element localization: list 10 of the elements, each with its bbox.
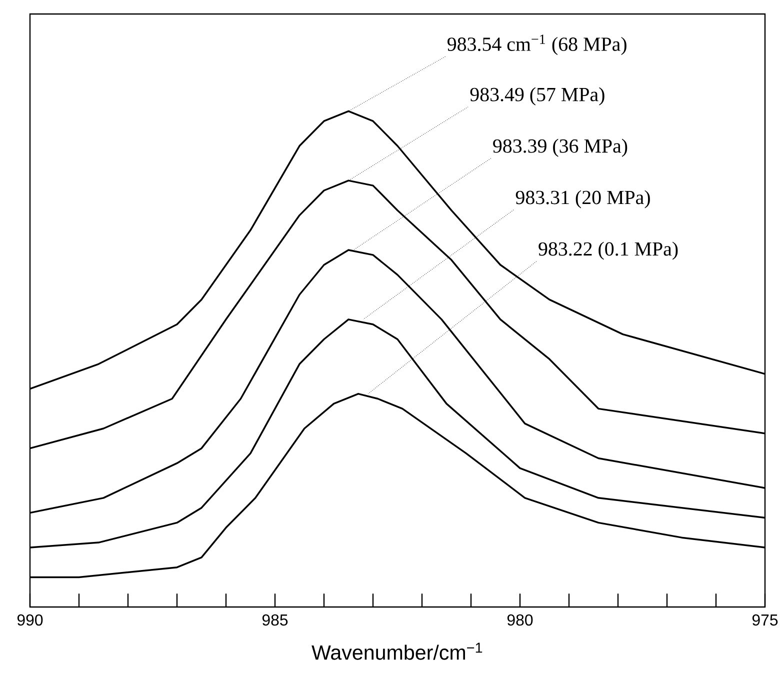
x-axis-title: Wavenumber/cm$^{−1}$ [312, 642, 482, 660]
x-tick-label: 980 [507, 614, 533, 626]
annotation: 983.31 (20 MPa) [516, 190, 650, 208]
x-tick-label: 990 [17, 614, 43, 626]
annotation: 983.39 (36 MPa) [493, 138, 628, 157]
annotation: 983.49 (57 MPa) [470, 87, 604, 106]
annotation: 983.22 (0.1 MPa) [538, 242, 678, 260]
annotation: 983.54 cm$^{−1}$ (68 MPa) [448, 34, 626, 56]
x-tick-label: 975 [752, 614, 778, 626]
x-tick-label: 985 [262, 614, 288, 626]
